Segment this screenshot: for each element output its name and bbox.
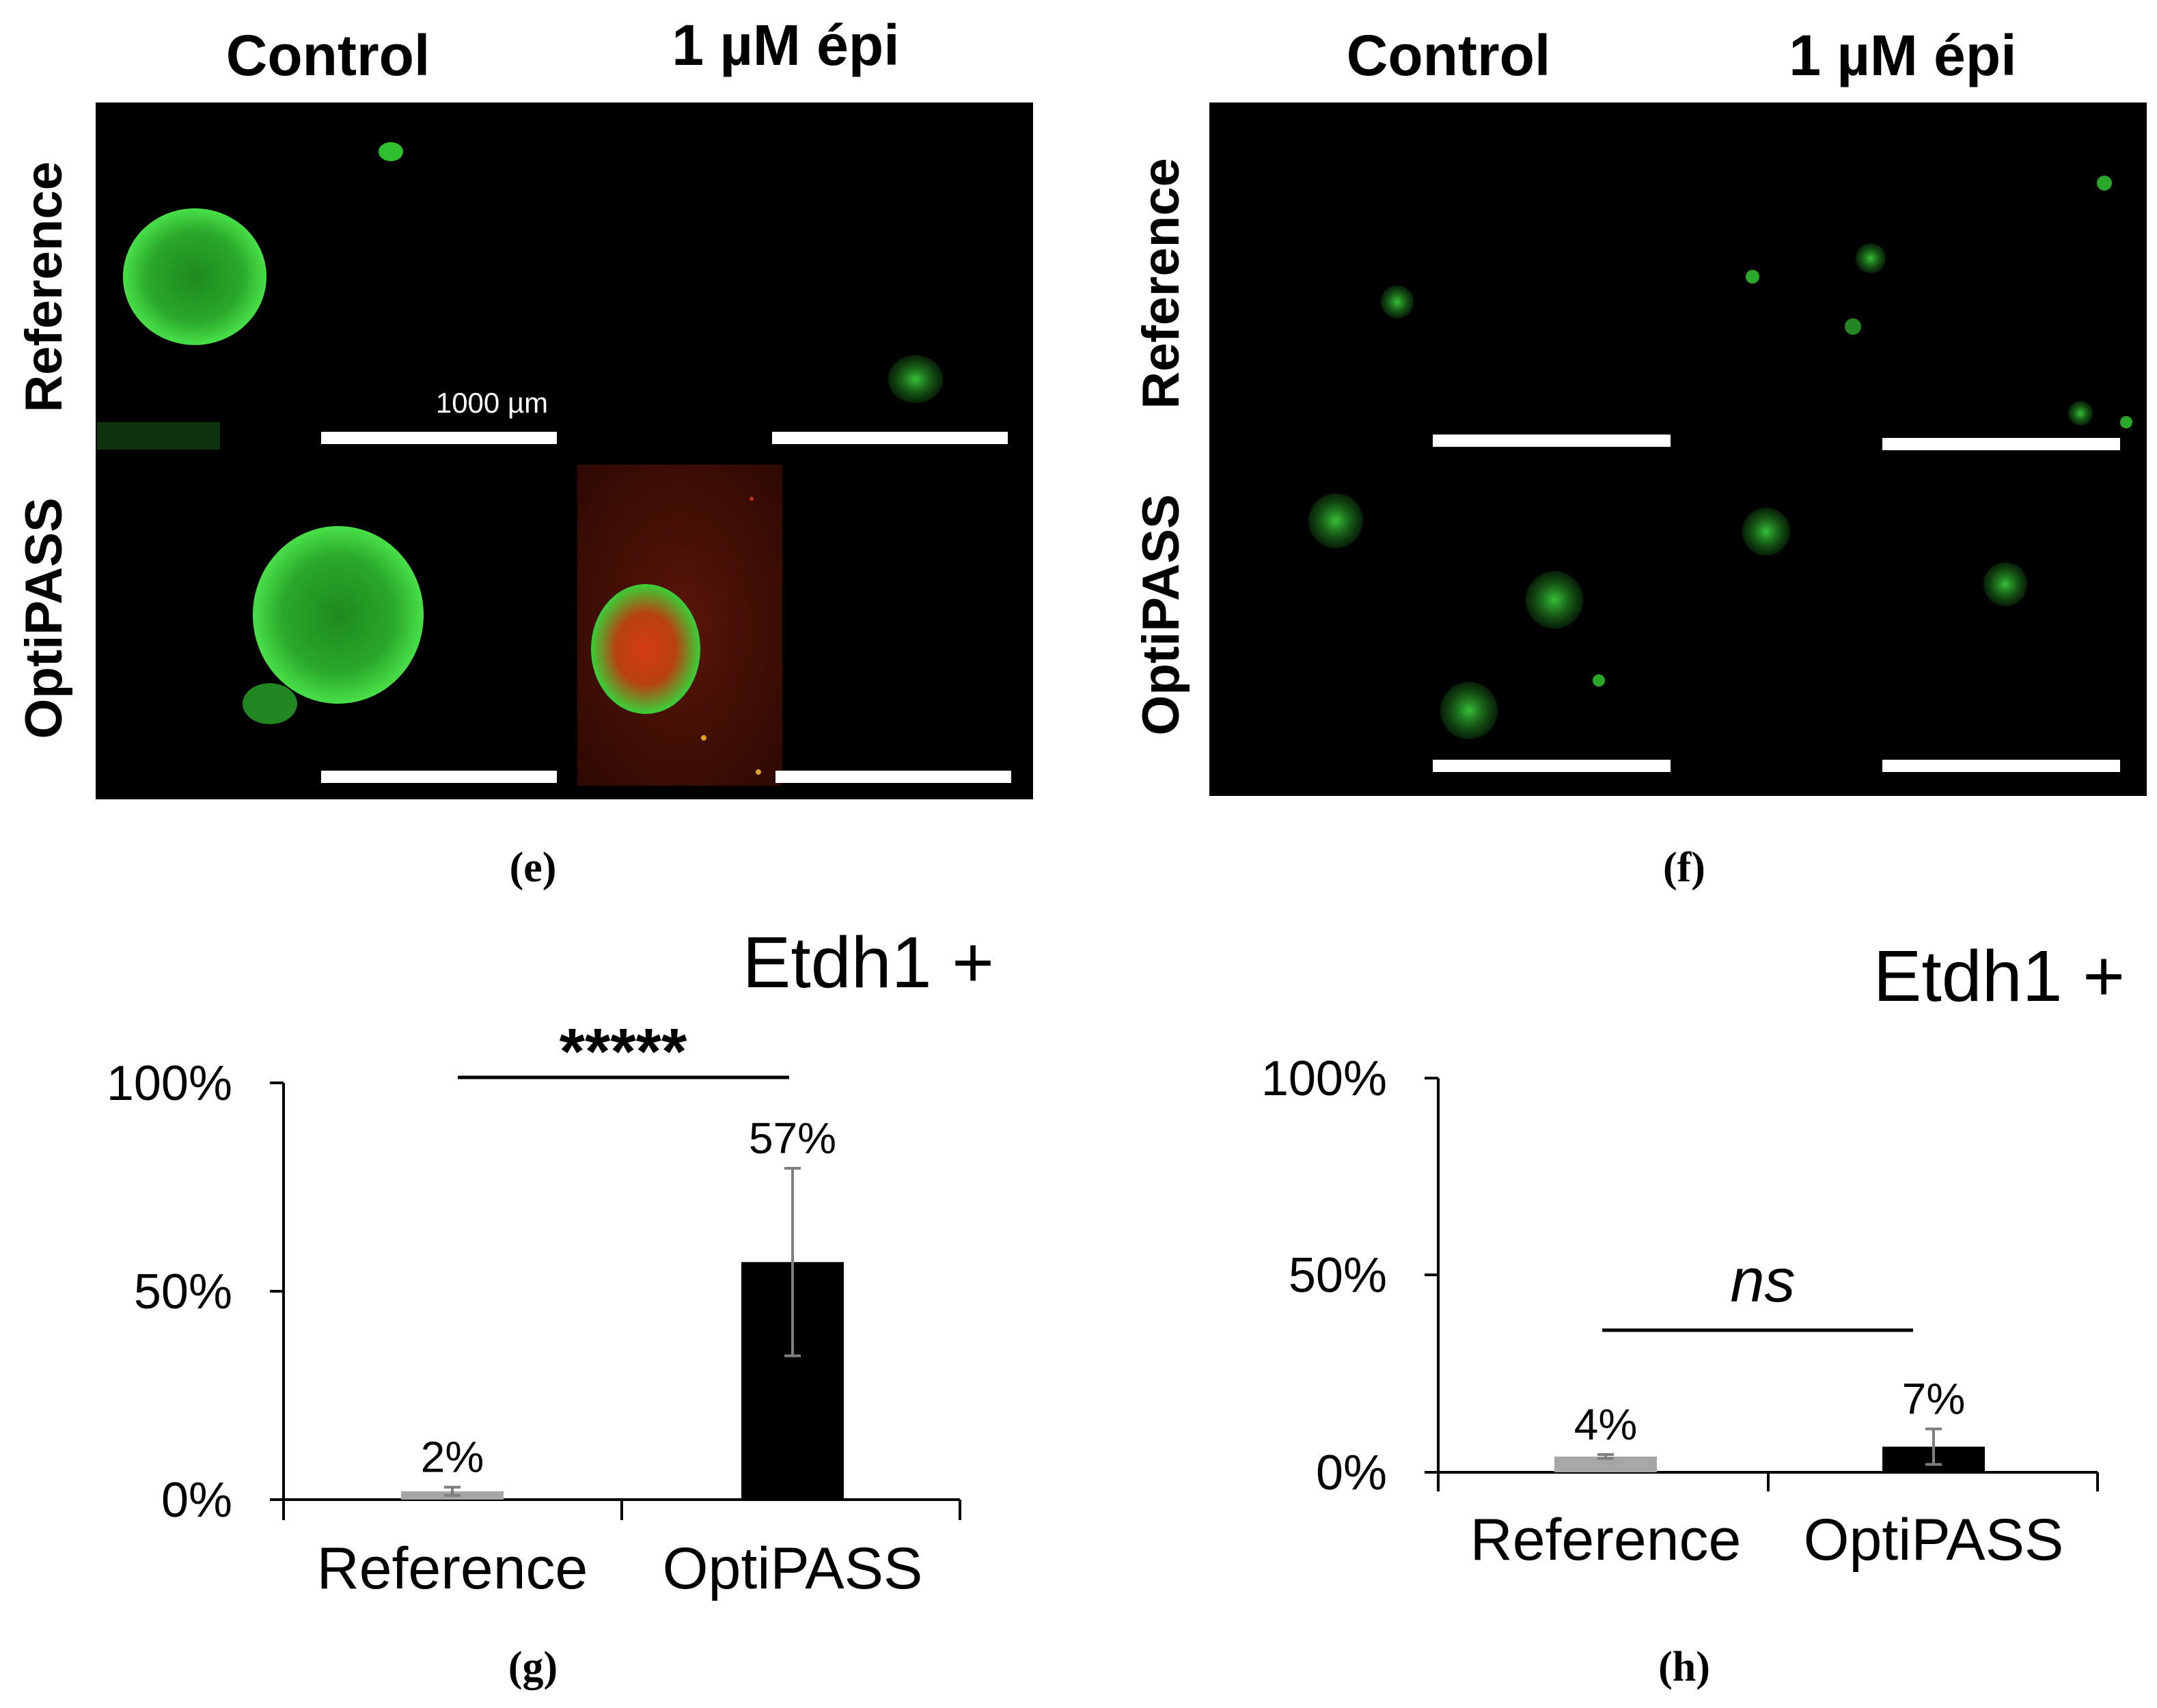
error-bar	[784, 1167, 801, 1358]
spheroid-small	[379, 142, 403, 161]
panel-f: Control 1 µM épi Reference OptiPASS	[1132, 23, 2147, 891]
spheroid-small	[1593, 674, 1605, 687]
scale-bar	[775, 771, 1011, 783]
x-tick-label: OptiPASS	[1804, 1507, 2064, 1573]
speck	[750, 497, 754, 501]
panel-f-row-header-optipass: OptiPASS	[1132, 494, 1190, 735]
data-label: 57%	[749, 1114, 836, 1163]
y-tick-label: 100%	[107, 1056, 232, 1111]
data-label: 7%	[1902, 1375, 1966, 1424]
error-bar	[444, 1485, 461, 1497]
data-label: 2%	[421, 1433, 484, 1482]
panel-h-label: (h)	[1658, 1644, 1710, 1690]
green-glow-edge	[97, 422, 220, 450]
chart-g: Etdh1 + ***** 100% 50% 0% Reference Opti…	[107, 922, 994, 1690]
y-tick-label: 50%	[1289, 1248, 1387, 1303]
spheroid-large	[253, 526, 424, 704]
bar	[1554, 1456, 1657, 1472]
spheroid-small	[2068, 401, 2093, 426]
panel-g-label: (g)	[508, 1644, 558, 1690]
x-tick-label: Reference	[1470, 1507, 1742, 1573]
speck	[701, 735, 706, 741]
scale-bar	[321, 771, 557, 783]
y-tick-label: 50%	[134, 1265, 232, 1319]
spheroid-dead-overlay	[591, 584, 700, 714]
panel-f-col-header-epi: 1 µM épi	[1789, 23, 2016, 87]
chart-h-bars: 4% 7%	[1554, 1375, 1985, 1472]
speck	[756, 769, 761, 775]
scale-bar	[1882, 438, 2120, 450]
spheroid-small	[2120, 416, 2132, 428]
scale-bar	[772, 432, 1008, 444]
error-bar	[1597, 1453, 1614, 1460]
panel-f-label: (f)	[1663, 844, 1705, 891]
scale-bar	[1433, 435, 1671, 447]
significance-label: ns	[1730, 1247, 1795, 1315]
panel-f-image-grid	[1209, 102, 2147, 796]
spheroid-small	[1983, 562, 2027, 606]
chart-g-bars: 2% 57%	[401, 1114, 844, 1500]
panel-e-label: (e)	[510, 844, 557, 891]
panel-e-image-frame	[96, 102, 1033, 799]
significance-label: *****	[560, 1015, 687, 1088]
spheroid-large	[123, 208, 266, 345]
panel-e-image-grid: 1000 µm	[96, 102, 1033, 799]
y-tick-label: 100%	[1261, 1051, 1387, 1106]
spheroid-small	[1381, 286, 1414, 318]
spheroid-fragment	[243, 683, 297, 724]
spheroid-small	[888, 355, 943, 403]
scale-bar	[1433, 760, 1671, 772]
y-tick-label: 0%	[161, 1473, 232, 1528]
data-label: 4%	[1574, 1400, 1638, 1449]
x-tick-label: OptiPASS	[663, 1536, 923, 1601]
spheroid-small	[1440, 682, 1498, 739]
panel-e-col-header-control: Control	[226, 23, 430, 87]
spheroid-small	[2097, 176, 2112, 191]
scale-bar	[321, 432, 557, 444]
spheroid-small	[1742, 508, 1790, 555]
y-tick-label: 0%	[1316, 1446, 1387, 1500]
panel-e-row-header-optipass: OptiPASS	[15, 497, 73, 739]
spheroid-small	[1308, 493, 1363, 548]
error-bar	[1925, 1427, 1942, 1466]
panel-f-col-header-control: Control	[1347, 23, 1551, 87]
spheroid-small	[1856, 243, 1886, 273]
spheroid-small	[1746, 270, 1759, 284]
panel-e-col-header-epi: 1 µM épi	[672, 13, 899, 77]
spheroid-small	[1526, 571, 1583, 629]
x-tick-label: Reference	[317, 1536, 588, 1601]
scale-bar	[1882, 760, 2120, 772]
spheroid-small	[1845, 318, 1861, 335]
panel-e: Control 1 µM épi Reference OptiPASS 1000…	[15, 13, 1033, 891]
panel-f-row-header-reference: Reference	[1132, 158, 1190, 409]
chart-title: Etdh1 +	[1873, 936, 2125, 1017]
scale-label: 1000 µm	[436, 387, 548, 419]
panel-e-row-header-reference: Reference	[15, 161, 73, 413]
chart-h: Etdh1 + ns 100% 50% 0% Reference OptiPAS…	[1261, 936, 2125, 1690]
chart-title: Etdh1 +	[743, 922, 994, 1003]
